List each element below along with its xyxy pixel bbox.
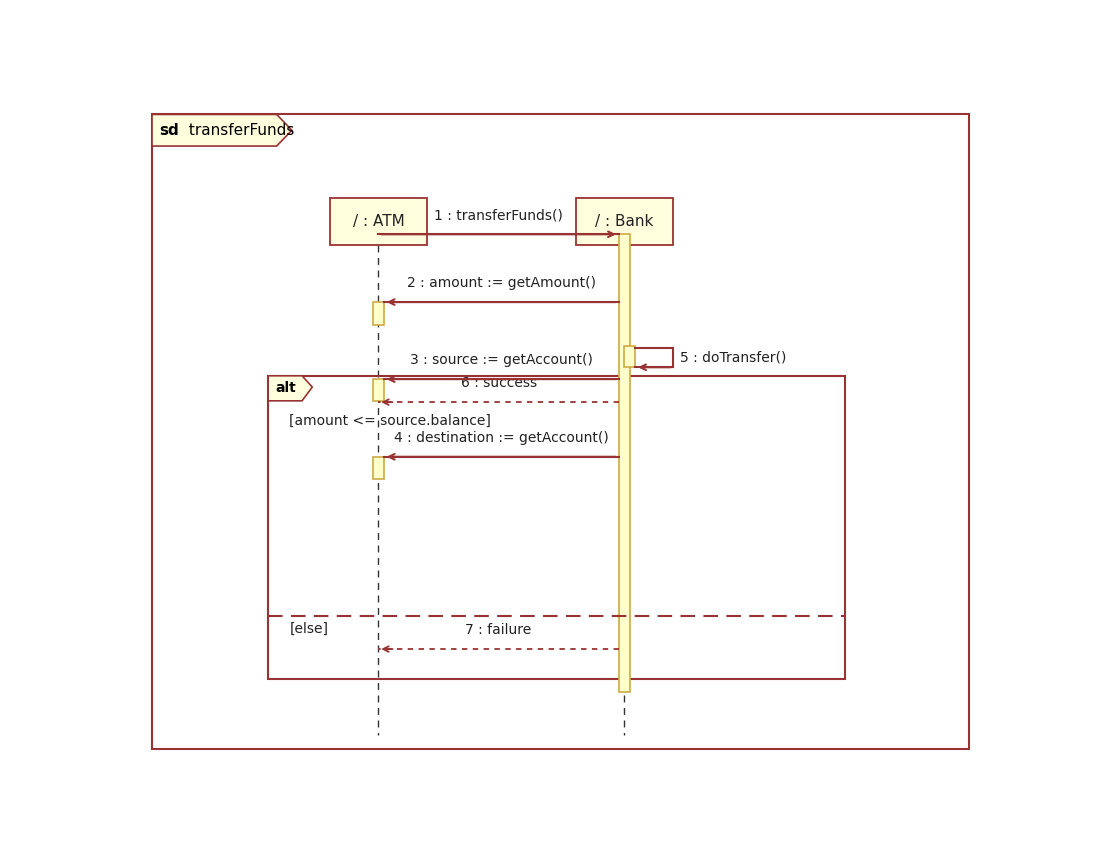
Bar (619, 234, 630, 692)
Text: / : Bank: / : Bank (595, 215, 653, 229)
Text: 7 : failure: 7 : failure (465, 623, 532, 637)
Text: 1 : transferFunds(): 1 : transferFunds() (434, 209, 563, 222)
Text: 5 : doTransfer(): 5 : doTransfer() (680, 351, 787, 364)
Text: alt: alt (275, 381, 295, 395)
Bar (268, 376, 845, 679)
Bar (575, 198, 673, 245)
Text: / : ATM: / : ATM (352, 215, 405, 229)
Bar (329, 198, 427, 245)
Text: [else]: [else] (289, 622, 328, 635)
Text: 6 : success: 6 : success (461, 376, 537, 390)
Bar (373, 302, 384, 325)
Polygon shape (268, 376, 312, 401)
Polygon shape (152, 115, 292, 146)
Bar (373, 457, 384, 479)
Text: 2 : amount := getAmount(): 2 : amount := getAmount() (407, 276, 596, 290)
Text: 4 : destination := getAccount(): 4 : destination := getAccount() (394, 431, 608, 445)
Bar (625, 346, 636, 368)
Bar (373, 379, 384, 402)
Text: transferFunds: transferFunds (184, 123, 294, 138)
Text: 3 : source := getAccount(): 3 : source := getAccount() (410, 353, 593, 368)
Text: sd: sd (159, 123, 178, 138)
Text: [amount <= source.balance]: [amount <= source.balance] (289, 414, 491, 428)
